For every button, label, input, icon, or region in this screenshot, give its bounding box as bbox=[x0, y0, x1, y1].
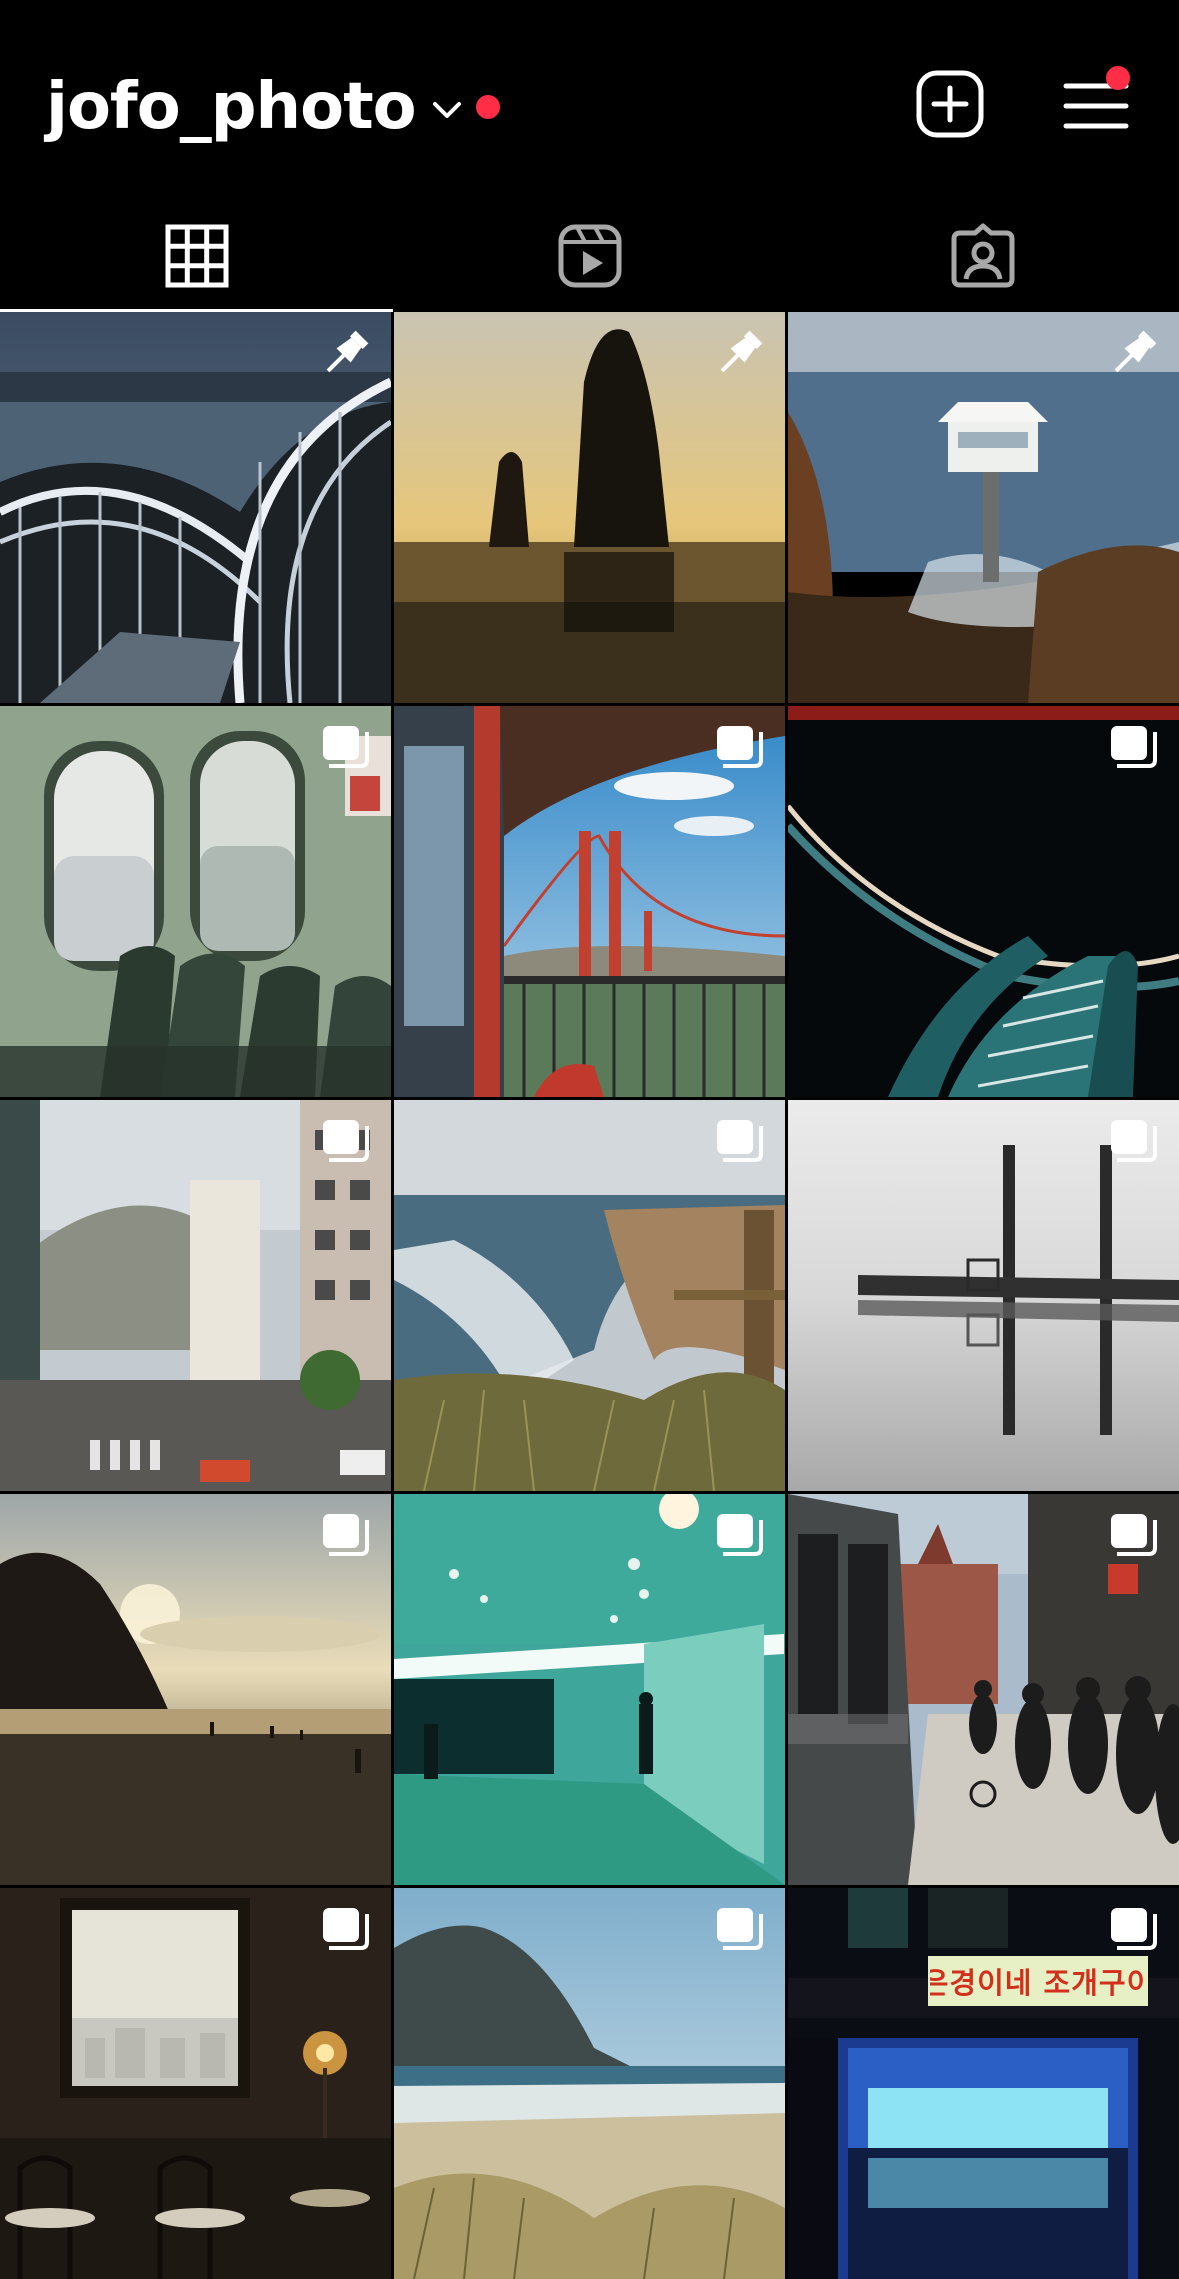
post-thumbnail[interactable] bbox=[0, 1888, 391, 2279]
username: jofo_photo bbox=[46, 70, 417, 144]
pinned-icon bbox=[326, 330, 369, 373]
account-switcher[interactable]: jofo_photo bbox=[46, 62, 500, 152]
post-photo bbox=[0, 1494, 391, 1885]
create-post-button[interactable] bbox=[914, 68, 986, 140]
post-photo bbox=[0, 706, 391, 1097]
post-thumbnail[interactable] bbox=[788, 312, 1179, 703]
profile-header: jofo_photo bbox=[0, 0, 1179, 200]
carousel-icon bbox=[717, 1120, 763, 1162]
post-thumbnail[interactable] bbox=[0, 706, 391, 1097]
carousel-icon bbox=[717, 1908, 763, 1950]
tab-tagged[interactable] bbox=[786, 200, 1179, 312]
plus-square-icon bbox=[916, 70, 984, 138]
post-thumbnail[interactable] bbox=[394, 1888, 785, 2279]
post-thumbnail[interactable] bbox=[394, 312, 785, 703]
post-thumbnail[interactable] bbox=[0, 1100, 391, 1491]
post-thumbnail[interactable] bbox=[394, 706, 785, 1097]
posts-grid: 은경이네 조개구이 bbox=[0, 312, 1179, 2279]
post-thumbnail[interactable] bbox=[788, 706, 1179, 1097]
carousel-icon bbox=[323, 1514, 369, 1556]
menu-notification-badge bbox=[1106, 66, 1130, 90]
post-thumbnail[interactable] bbox=[788, 1100, 1179, 1491]
post-photo bbox=[788, 1100, 1179, 1491]
carousel-icon bbox=[717, 726, 763, 768]
post-thumbnail[interactable] bbox=[0, 1494, 391, 1885]
carousel-icon bbox=[1111, 1514, 1157, 1556]
carousel-icon bbox=[1111, 1908, 1157, 1950]
post-photo bbox=[788, 706, 1179, 1097]
post-photo bbox=[0, 1100, 391, 1491]
post-photo bbox=[788, 1494, 1179, 1885]
grid-icon bbox=[165, 224, 228, 288]
post-photo bbox=[0, 312, 391, 703]
post-photo bbox=[788, 312, 1179, 703]
pinned-icon bbox=[720, 330, 763, 373]
post-thumbnail[interactable] bbox=[0, 312, 391, 703]
shop-sign-text: 은경이네 조개구이 bbox=[930, 1966, 1146, 2000]
post-photo bbox=[394, 1494, 785, 1885]
carousel-icon bbox=[323, 726, 369, 768]
post-thumbnail[interactable]: 은경이네 조개구이 bbox=[788, 1888, 1179, 2279]
post-photo bbox=[394, 312, 785, 703]
carousel-icon bbox=[717, 1514, 763, 1556]
tagged-person-icon bbox=[951, 223, 1014, 288]
carousel-icon bbox=[1111, 726, 1157, 768]
unread-notification-dot bbox=[475, 95, 500, 119]
post-photo bbox=[394, 706, 785, 1097]
tab-reels[interactable] bbox=[393, 200, 786, 312]
post-thumbnail[interactable] bbox=[394, 1100, 785, 1491]
carousel-icon bbox=[1111, 1120, 1157, 1162]
tab-posts[interactable] bbox=[0, 200, 393, 312]
carousel-icon bbox=[323, 1908, 369, 1950]
reels-icon bbox=[558, 224, 621, 288]
pinned-icon bbox=[1114, 330, 1157, 373]
menu-button[interactable] bbox=[1060, 66, 1132, 138]
chevron-down-icon bbox=[432, 102, 461, 118]
post-thumbnail[interactable] bbox=[394, 1494, 785, 1885]
profile-tabs bbox=[0, 200, 1179, 312]
post-thumbnail[interactable] bbox=[788, 1494, 1179, 1885]
carousel-icon bbox=[323, 1120, 369, 1162]
